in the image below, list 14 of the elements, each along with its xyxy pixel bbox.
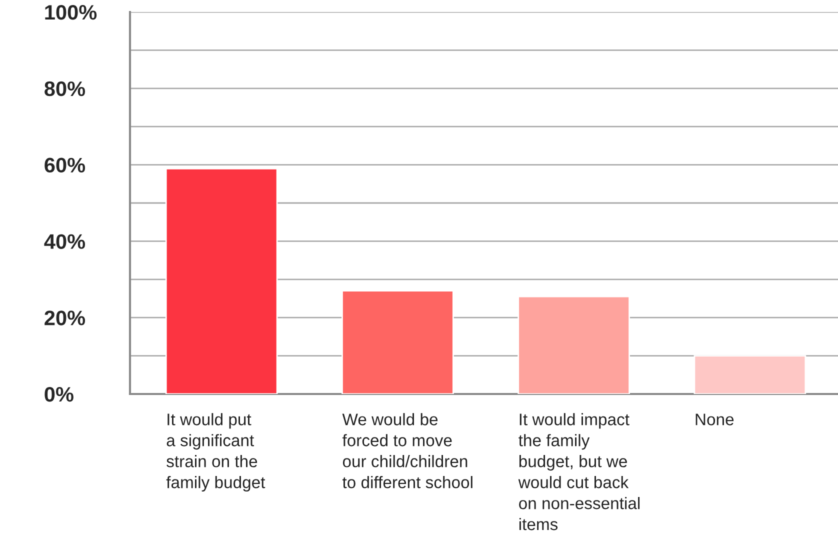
bar: [518, 296, 630, 394]
bar: [342, 290, 454, 394]
y-tick-label: 20%: [44, 310, 86, 326]
x-tick-label: We would be forced to move our child/children to different school: [342, 413, 472, 488]
y-tick-label: 100%: [45, 5, 97, 20]
x-tick-label: It would impact the family budget, but we would cut back on non-essential items: [518, 413, 640, 530]
y-tick-label: 0%: [44, 387, 74, 402]
x-tick-label: None: [696, 414, 734, 426]
bar: [694, 355, 806, 394]
bar: [165, 168, 278, 394]
x-tick-label: It would put a significant strain on the family budget: [166, 413, 266, 492]
y-tick-label: 60%: [44, 158, 86, 173]
y-tick-label: 40%: [44, 234, 86, 249]
y-tick-label: 80%: [44, 81, 86, 96]
